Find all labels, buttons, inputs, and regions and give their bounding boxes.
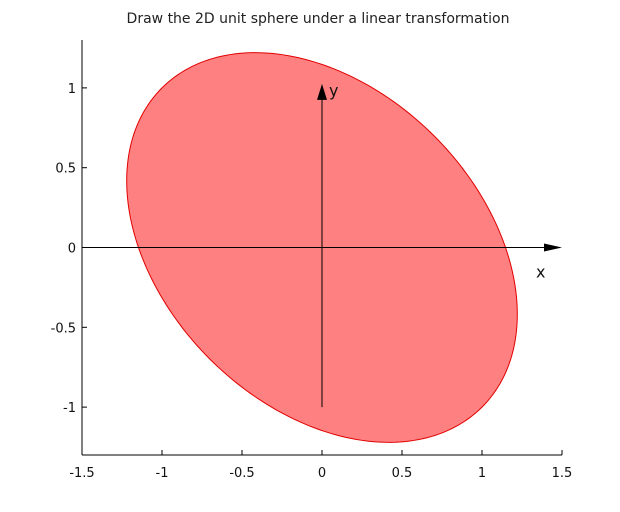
x-tick-label: 0 [318,466,326,481]
x-tick-label: 0.5 [392,466,413,481]
x-tick-label: 1 [478,466,486,481]
y-tick-label: -1 [63,401,76,416]
y-arrow-head [317,83,327,100]
y-tick-label: -0.5 [51,321,76,336]
axes: -1.5 -1 -0.5 0 0.5 1 1.5 -1 -0.5 0 0.5 1 [51,40,573,481]
x-tick-label: -1.5 [69,466,94,481]
y-tick-label: 0 [68,242,76,257]
x-arrow-head [544,243,562,252]
y-tick-label: 1 [68,82,76,97]
x-tick-label: 1.5 [552,466,573,481]
x-axis-label: x [536,263,545,282]
x-tick-label: -0.5 [229,466,254,481]
y-tick-label: 0.5 [55,162,76,177]
x-tick-label: -1 [156,466,169,481]
chart-title: Draw the 2D unit sphere under a linear t… [127,11,510,27]
y-axis-label: y [329,81,338,100]
